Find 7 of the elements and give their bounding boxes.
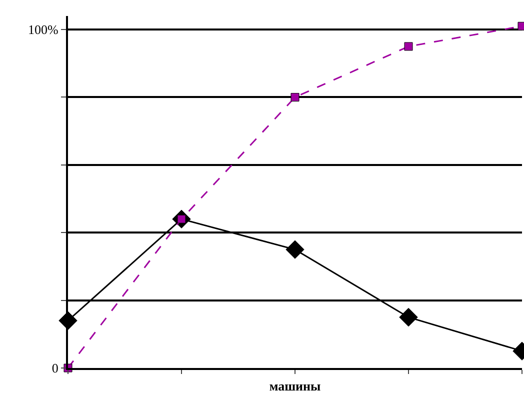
y-tick-label: 100% [28,22,59,38]
point [399,308,418,327]
point [286,240,304,259]
point [290,92,300,102]
point [404,42,413,51]
x-axis-title: машины [269,378,321,394]
y-tick-label: 0 [52,360,58,376]
